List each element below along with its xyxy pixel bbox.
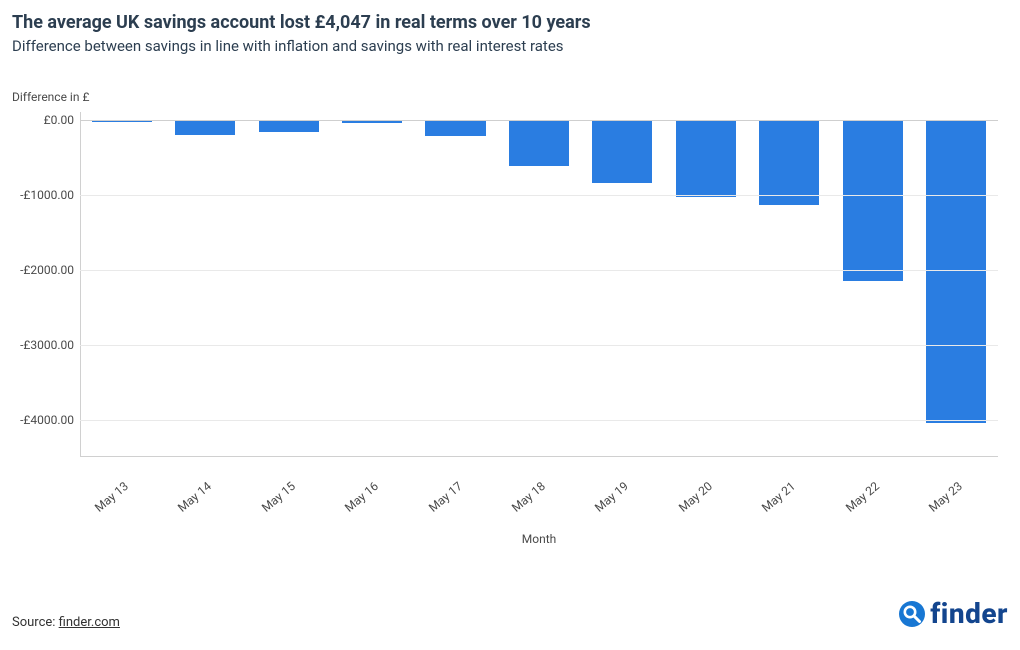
- bar-slot: [163, 112, 246, 457]
- bar: [509, 120, 569, 167]
- x-tick-label: May 23: [926, 479, 965, 515]
- x-tick-label: May 17: [426, 479, 465, 515]
- bar-slot: [247, 112, 330, 457]
- bar: [259, 120, 319, 132]
- bar: [926, 120, 986, 424]
- bar-slot: [497, 112, 580, 457]
- bar: [175, 120, 235, 135]
- bar: [759, 120, 819, 206]
- footer: Source: finder.com finder: [12, 597, 1008, 630]
- bar-slot: [330, 112, 413, 457]
- x-tick-label: May 19: [593, 479, 632, 515]
- x-tick-label: May 22: [843, 479, 882, 515]
- source-line: Source: finder.com: [12, 615, 120, 630]
- bar: [676, 120, 736, 197]
- source-label: Source:: [12, 615, 59, 630]
- bar-slot: [664, 112, 747, 457]
- bar-slot: [414, 112, 497, 457]
- gridline: [80, 345, 998, 346]
- chart-area: £0.00 -£1000.00 -£2000.00 -£3000.00 -£4000.0…: [0, 0, 1020, 650]
- zero-line: [80, 120, 998, 121]
- y-tick-label: -£2000.00: [20, 263, 80, 277]
- x-tick-label: May 21: [759, 479, 798, 515]
- bar-slot: [80, 112, 163, 457]
- gridline: [80, 195, 998, 196]
- y-tick-label: -£4000.00: [20, 413, 80, 427]
- bar: [843, 120, 903, 281]
- brand-logo: finder: [898, 597, 1008, 630]
- y-tick-label: -£1000.00: [20, 188, 80, 202]
- magnifier-icon: [898, 600, 926, 628]
- x-tick-label: May 16: [342, 479, 381, 515]
- bar: [425, 120, 485, 137]
- gridline: [80, 270, 998, 271]
- bar-slot: [915, 112, 998, 457]
- bars-container: [80, 112, 998, 457]
- x-axis-title: Month: [80, 532, 998, 546]
- x-tick-label: May 15: [259, 479, 298, 515]
- bar-slot: [831, 112, 914, 457]
- y-tick-label: £0.00: [44, 113, 80, 127]
- x-tick-label: May 20: [676, 479, 715, 515]
- gridline: [80, 420, 998, 421]
- y-tick-label: -£3000.00: [20, 338, 80, 352]
- bar-slot: [581, 112, 664, 457]
- brand-logo-text: finder: [930, 597, 1008, 630]
- bar-slot: [748, 112, 831, 457]
- x-tick-label: May 18: [509, 479, 548, 515]
- source-link[interactable]: finder.com: [59, 615, 120, 630]
- x-tick-label: May 13: [92, 479, 131, 515]
- bar: [592, 120, 652, 184]
- plot-region: £0.00-£1000.00-£2000.00-£3000.00-£4000.0…: [80, 112, 998, 457]
- x-tick-label: May 14: [175, 479, 214, 515]
